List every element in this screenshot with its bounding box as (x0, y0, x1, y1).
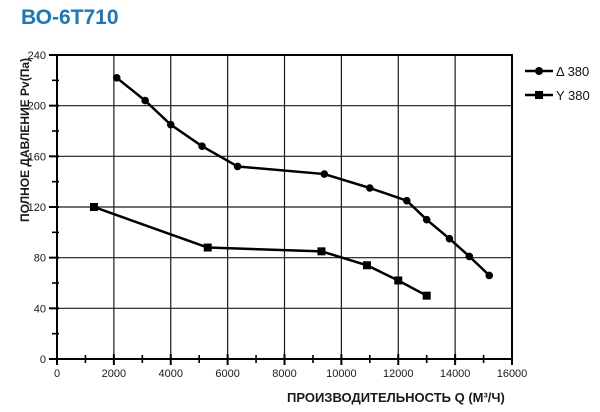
legend-entry-delta: Δ 380 (524, 63, 590, 79)
series-marker-1 (394, 276, 403, 285)
x-tick-label: 2000 (102, 368, 126, 380)
series-marker-0 (465, 252, 474, 261)
series-marker-1 (203, 243, 212, 252)
y-tick-label: 160 (28, 151, 46, 163)
series-marker-0 (112, 74, 121, 82)
series-line-0 (115, 76, 491, 277)
star-series-marker-icon (525, 91, 553, 99)
x-axis-label: ПРОИЗВОДИТЕЛЬНОСТЬ Q (М³/Ч) (287, 390, 505, 405)
series-marker-0 (166, 120, 175, 129)
series-marker-1 (362, 261, 371, 270)
series-marker-0 (198, 142, 206, 150)
series-marker-0 (233, 162, 242, 171)
y-tick-label: 80 (34, 253, 46, 265)
x-tick-label: 6000 (215, 368, 239, 380)
legend-label-delta: Δ 380 (556, 63, 590, 79)
series-marker-0 (445, 234, 454, 243)
chart-title: ВО-6Т710 (21, 6, 119, 29)
legend: Δ 380 Y 380 (524, 63, 590, 103)
x-tick-label: 8000 (272, 368, 296, 380)
y-tick-label: 40 (34, 303, 46, 315)
x-tick-label: 12000 (383, 368, 414, 380)
y-axis-label: ПОЛНОЕ ДАВЛЕНИЕ Pv(Па) (18, 57, 32, 223)
delta-series-marker-icon (525, 67, 553, 75)
series-line-1 (93, 205, 428, 297)
series-marker-0 (141, 96, 149, 105)
series-marker-1 (317, 247, 326, 256)
legend-entry-star: Y 380 (524, 87, 590, 103)
series-marker-1 (89, 203, 98, 211)
series-marker-1 (422, 291, 431, 300)
series-marker-0 (366, 184, 374, 192)
y-tick-label: 0 (40, 354, 46, 366)
y-tick-label: 200 (28, 101, 46, 113)
x-tick-label: 0 (54, 368, 60, 380)
x-tick-label: 16000 (497, 368, 528, 380)
x-tick-label: 14000 (440, 368, 471, 380)
y-tick-label: 240 (28, 50, 46, 62)
x-tick-label: 4000 (159, 368, 183, 380)
series-marker-0 (422, 215, 431, 224)
x-tick-label: 10000 (326, 368, 357, 380)
series-marker-0 (402, 196, 411, 205)
legend-label-star: Y 380 (556, 87, 590, 103)
series-marker-0 (320, 170, 329, 178)
series-marker-0 (485, 271, 494, 280)
y-tick-label: 120 (28, 202, 46, 214)
